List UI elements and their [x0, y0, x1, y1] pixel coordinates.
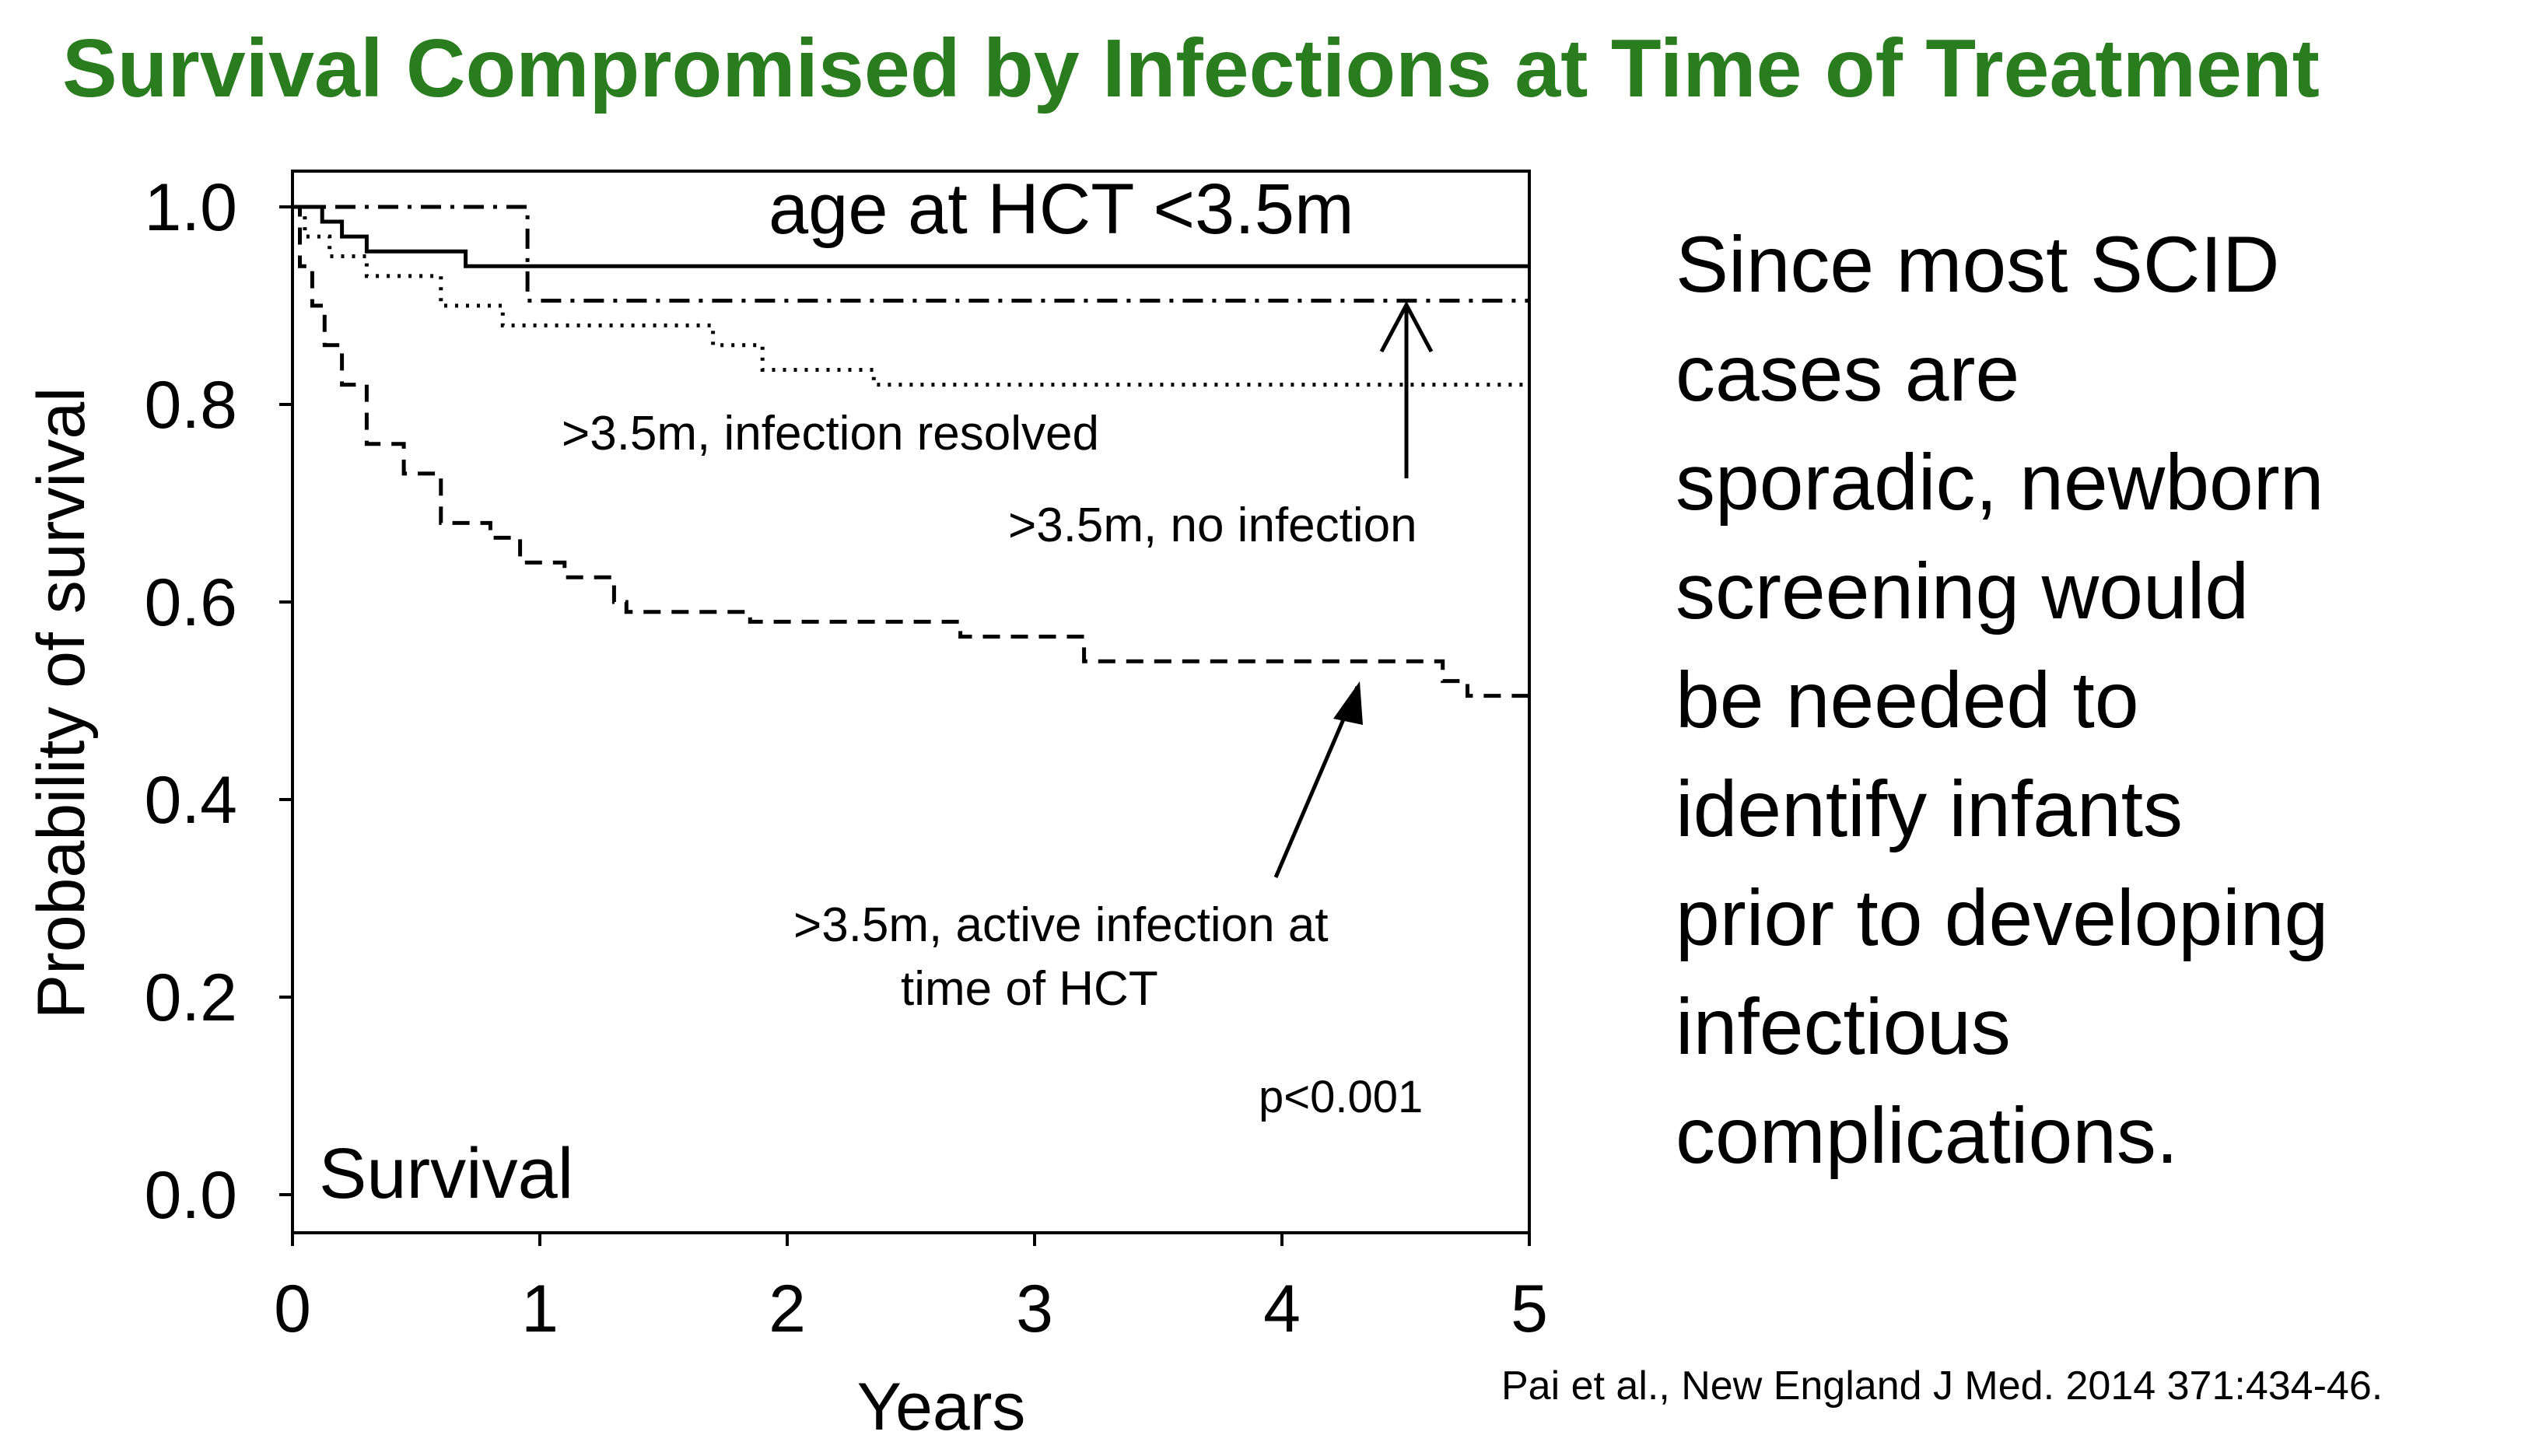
p-value-label: p<0.001	[1259, 1072, 1423, 1122]
x-tick-label: 0	[274, 1272, 311, 1346]
side-text-line: identify infants	[1676, 765, 2184, 853]
side-text-line: prior to developing	[1676, 873, 2329, 962]
side-text-line: screening would	[1676, 547, 2250, 635]
x-axis-label: Years	[857, 1370, 1026, 1444]
chart-title: Survival	[319, 1134, 573, 1213]
series-solid	[292, 205, 1529, 268]
side-text-line: complications.	[1676, 1091, 2179, 1180]
x-tick-label: 1	[521, 1272, 559, 1346]
x-tick-label: 4	[1263, 1272, 1301, 1346]
side-explanation: Since most SCID cases are sporadic, newb…	[1676, 210, 2500, 1190]
label-no-infection: >3.5m, no infection	[1008, 499, 1417, 552]
series-dashdot	[292, 205, 1529, 303]
side-text-line: cases are	[1676, 329, 2020, 418]
y-tick-label: 0.6	[144, 565, 237, 640]
y-tick-label: 0.4	[144, 763, 237, 838]
label-active-infection-line1: >3.5m, active infection at	[793, 898, 1329, 952]
label-active-infection-line2: time of HCT	[901, 962, 1158, 1016]
x-tick-label: 5	[1511, 1272, 1548, 1346]
side-text-line: sporadic, newborn	[1676, 438, 2324, 527]
y-tick-label: 1.0	[144, 170, 237, 245]
x-tick-label: 3	[1016, 1272, 1053, 1346]
series-dashed	[292, 205, 1529, 698]
arrow-no-infection-head	[1379, 300, 1434, 353]
x-tick-label: 2	[769, 1272, 806, 1346]
plot-frame	[291, 170, 1531, 1234]
side-text-line: infectious	[1676, 982, 2011, 1071]
y-tick-label: 0.2	[144, 961, 237, 1035]
label-infection-resolved: >3.5m, infection resolved	[562, 407, 1099, 460]
arrow-active-infection-head	[1333, 681, 1363, 725]
side-text-line: be needed to	[1676, 656, 2139, 744]
citation: Pai et al., New England J Med. 2014 371:…	[1501, 1363, 2383, 1409]
side-text-line: Since most SCID	[1676, 220, 2280, 309]
y-axis-label: Probability of survival	[24, 387, 99, 1020]
legend-label-under-3-5m: age at HCT <3.5m	[769, 170, 1354, 249]
y-tick-label: 0.0	[144, 1158, 237, 1233]
slide-title: Survival Compromised by Infections at Ti…	[62, 23, 2320, 114]
y-tick-label: 0.8	[144, 368, 237, 443]
